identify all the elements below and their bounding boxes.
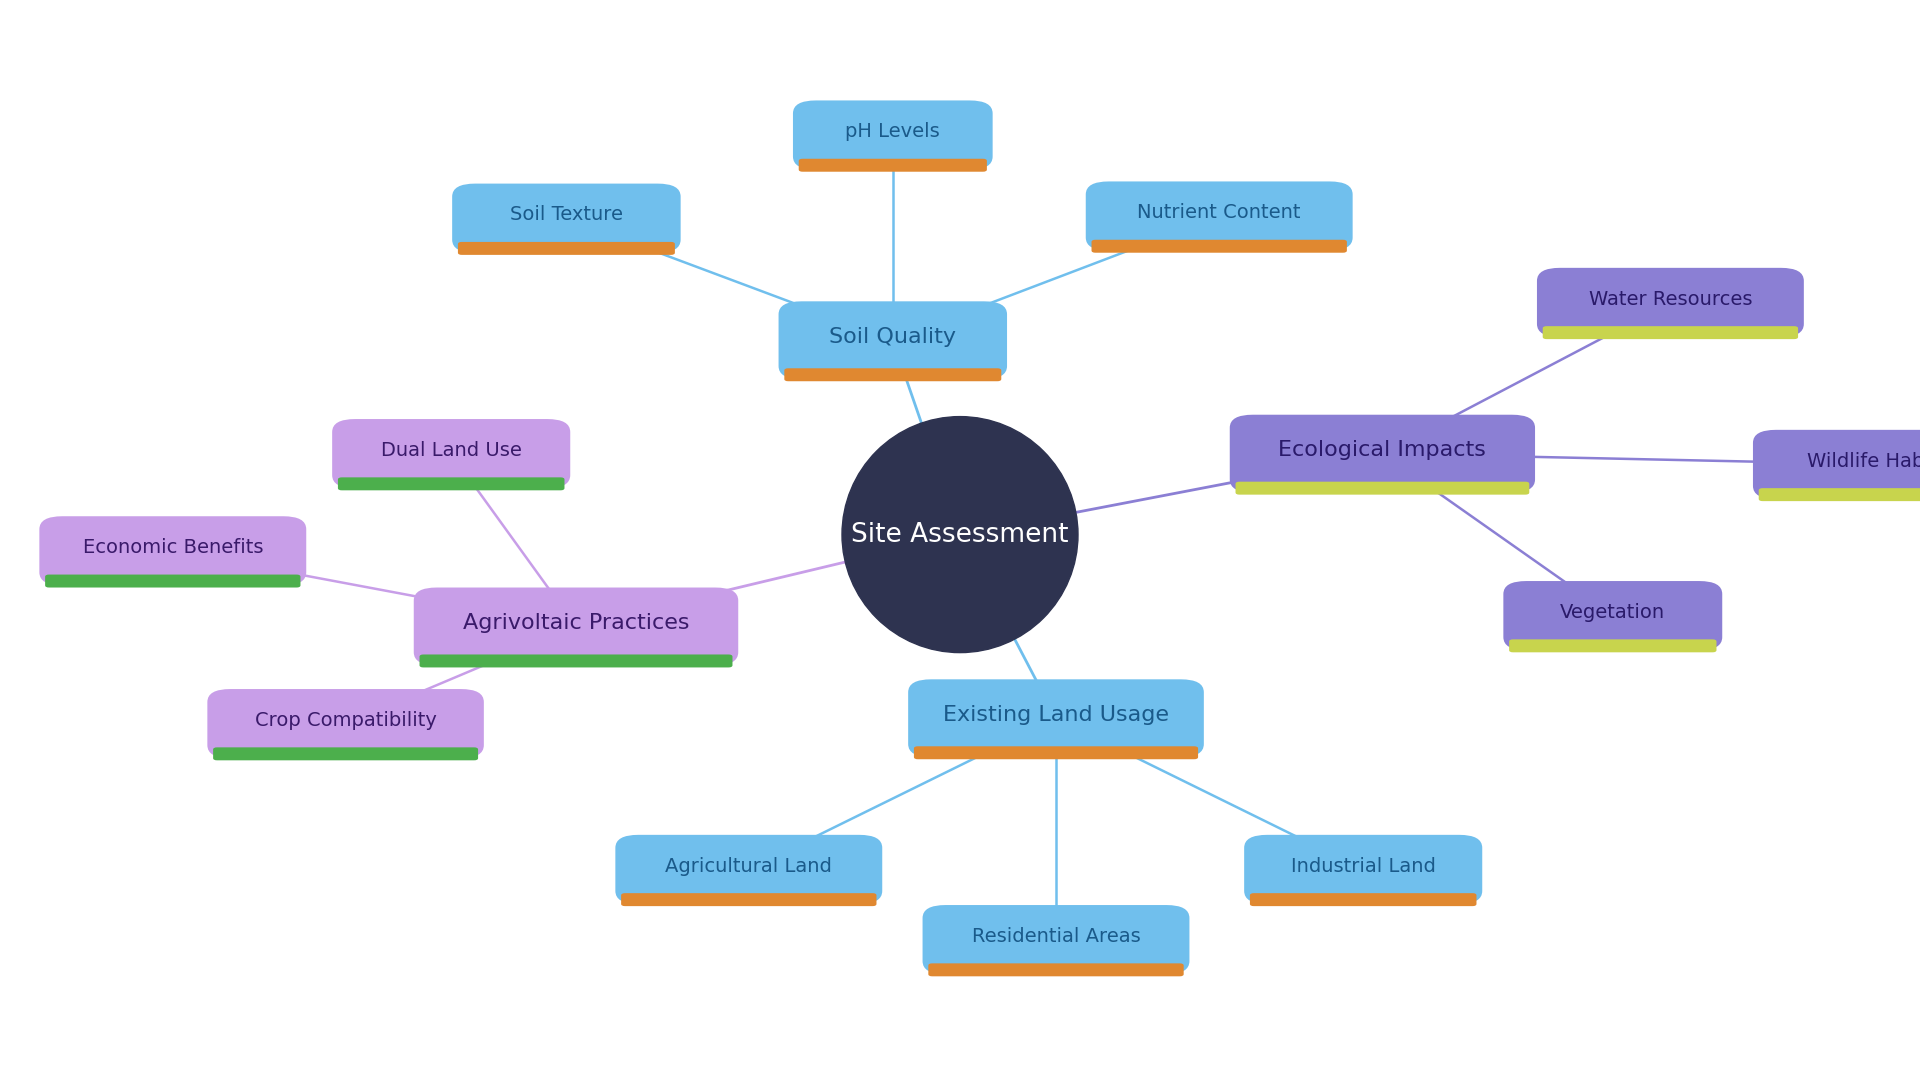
FancyBboxPatch shape xyxy=(207,689,484,758)
FancyBboxPatch shape xyxy=(1250,893,1476,906)
FancyBboxPatch shape xyxy=(780,301,1008,379)
FancyBboxPatch shape xyxy=(44,575,300,588)
Text: Crop Compatibility: Crop Compatibility xyxy=(255,711,436,730)
FancyBboxPatch shape xyxy=(793,100,993,170)
FancyBboxPatch shape xyxy=(1753,430,1920,499)
Text: Existing Land Usage: Existing Land Usage xyxy=(943,705,1169,725)
FancyBboxPatch shape xyxy=(338,477,564,490)
FancyBboxPatch shape xyxy=(1087,181,1352,251)
FancyBboxPatch shape xyxy=(38,516,307,585)
FancyBboxPatch shape xyxy=(1236,482,1528,495)
FancyBboxPatch shape xyxy=(213,747,478,760)
Text: Residential Areas: Residential Areas xyxy=(972,927,1140,946)
Text: Economic Benefits: Economic Benefits xyxy=(83,538,263,557)
Text: Ecological Impacts: Ecological Impacts xyxy=(1279,441,1486,460)
FancyBboxPatch shape xyxy=(453,184,680,253)
FancyBboxPatch shape xyxy=(1503,581,1722,650)
Text: Agrivoltaic Practices: Agrivoltaic Practices xyxy=(463,613,689,633)
Text: Nutrient Content: Nutrient Content xyxy=(1137,203,1302,222)
FancyBboxPatch shape xyxy=(908,679,1204,757)
FancyBboxPatch shape xyxy=(1229,415,1536,492)
Text: Wildlife Habitat: Wildlife Habitat xyxy=(1807,451,1920,471)
Text: Vegetation: Vegetation xyxy=(1561,603,1665,622)
FancyBboxPatch shape xyxy=(1536,268,1803,337)
FancyBboxPatch shape xyxy=(1759,488,1920,501)
Ellipse shape xyxy=(843,417,1077,652)
FancyBboxPatch shape xyxy=(457,242,676,255)
Text: Agricultural Land: Agricultural Land xyxy=(666,856,831,876)
FancyBboxPatch shape xyxy=(419,654,732,667)
FancyBboxPatch shape xyxy=(413,588,737,665)
FancyBboxPatch shape xyxy=(332,419,570,488)
Text: Industrial Land: Industrial Land xyxy=(1290,856,1436,876)
Text: Soil Quality: Soil Quality xyxy=(829,327,956,347)
FancyBboxPatch shape xyxy=(1244,835,1482,904)
FancyBboxPatch shape xyxy=(799,159,987,172)
FancyBboxPatch shape xyxy=(1091,240,1348,253)
FancyBboxPatch shape xyxy=(1544,326,1797,339)
Text: pH Levels: pH Levels xyxy=(845,122,941,141)
Text: Soil Texture: Soil Texture xyxy=(511,205,622,225)
FancyBboxPatch shape xyxy=(614,835,883,904)
FancyBboxPatch shape xyxy=(929,963,1183,976)
Text: Water Resources: Water Resources xyxy=(1588,289,1753,309)
Text: Dual Land Use: Dual Land Use xyxy=(380,441,522,460)
Text: Site Assessment: Site Assessment xyxy=(851,522,1069,548)
FancyBboxPatch shape xyxy=(1509,639,1716,652)
FancyBboxPatch shape xyxy=(924,905,1190,974)
FancyBboxPatch shape xyxy=(622,893,876,906)
FancyBboxPatch shape xyxy=(914,746,1198,759)
FancyBboxPatch shape xyxy=(785,368,1002,381)
